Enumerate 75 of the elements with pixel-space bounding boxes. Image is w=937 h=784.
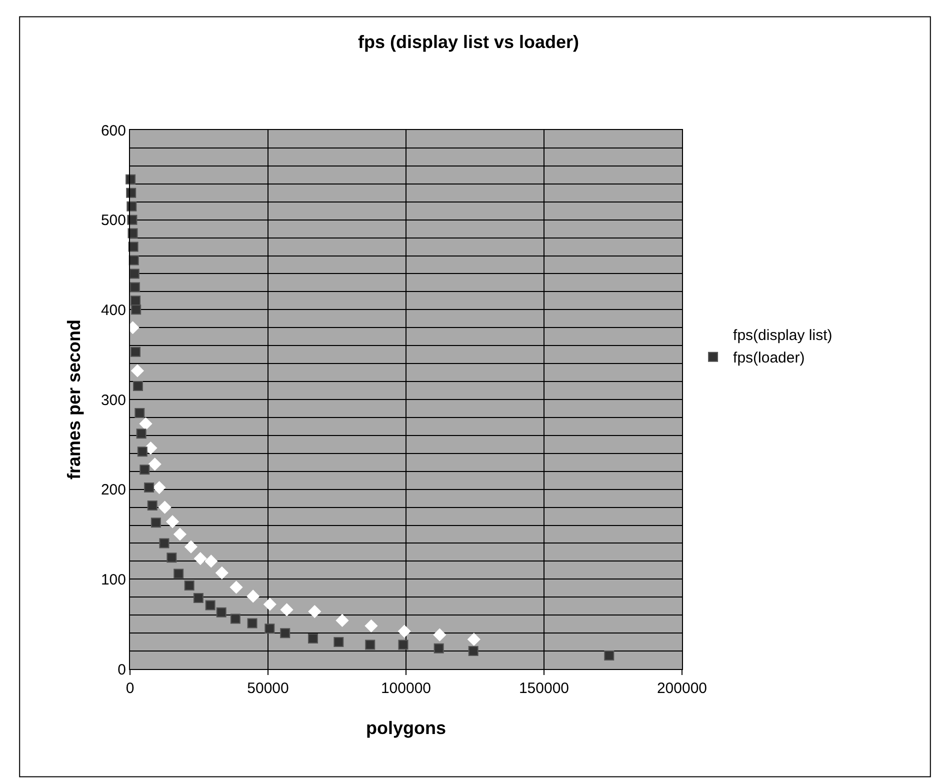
point [468, 633, 480, 646]
point [433, 628, 446, 642]
point [166, 515, 179, 528]
point [246, 590, 260, 603]
legend-label: fps(loader) [733, 350, 805, 367]
point [308, 605, 321, 618]
point [230, 614, 240, 624]
x-axis-title: polygons [366, 718, 446, 738]
point [334, 637, 344, 648]
y-tick-label: 500 [100, 212, 126, 230]
point [159, 538, 170, 548]
point [174, 528, 186, 541]
point [130, 346, 141, 357]
point [126, 188, 136, 198]
point [216, 607, 226, 618]
y-tick-label: 600 [100, 122, 126, 140]
point [131, 364, 144, 378]
point [128, 228, 138, 238]
point [148, 458, 162, 471]
x-tick-label: 150000 [518, 680, 570, 697]
point [126, 174, 136, 184]
y-tick-label: 300 [100, 392, 126, 409]
point [247, 618, 258, 628]
y-axis-title: frames per second [64, 319, 84, 480]
point [230, 580, 243, 594]
point [184, 580, 194, 590]
x-tick-label: 100000 [380, 680, 432, 697]
text: fps(display list) [733, 327, 832, 344]
x-tick-label: 200000 [656, 680, 708, 697]
y-tick-label: 100 [100, 571, 126, 588]
point [204, 554, 218, 568]
point [166, 552, 177, 563]
point [264, 598, 276, 611]
point [127, 214, 138, 225]
y-tick-label: 200 [100, 482, 126, 499]
point [130, 296, 141, 306]
point [140, 464, 150, 475]
point [280, 603, 294, 616]
point [131, 304, 142, 315]
point [398, 640, 408, 650]
point [364, 620, 378, 632]
point [398, 624, 411, 638]
y-tick-label: 400 [100, 302, 126, 319]
point [139, 417, 152, 430]
point [336, 614, 349, 627]
point [152, 481, 166, 494]
point [129, 268, 140, 279]
point [434, 643, 444, 654]
point [158, 500, 172, 514]
point [128, 255, 139, 266]
point [184, 540, 198, 554]
point [130, 282, 140, 292]
point [174, 568, 184, 579]
point [147, 500, 158, 510]
point [604, 650, 614, 661]
point [134, 408, 145, 418]
point [194, 552, 207, 565]
point [216, 566, 228, 580]
point [136, 428, 146, 439]
point [144, 482, 154, 493]
point [150, 518, 161, 528]
chart-title: fps (display list vs loader) [358, 32, 580, 52]
point [205, 600, 216, 610]
y-tick-label: 0 [118, 661, 126, 678]
point [468, 646, 478, 656]
point [280, 628, 290, 638]
point [126, 201, 137, 212]
x-tick-label: 50000 [247, 680, 289, 697]
point [137, 446, 148, 457]
point [264, 624, 275, 634]
point [365, 640, 376, 650]
point [128, 242, 138, 252]
point [133, 381, 143, 392]
point [193, 593, 204, 604]
point [308, 633, 318, 644]
